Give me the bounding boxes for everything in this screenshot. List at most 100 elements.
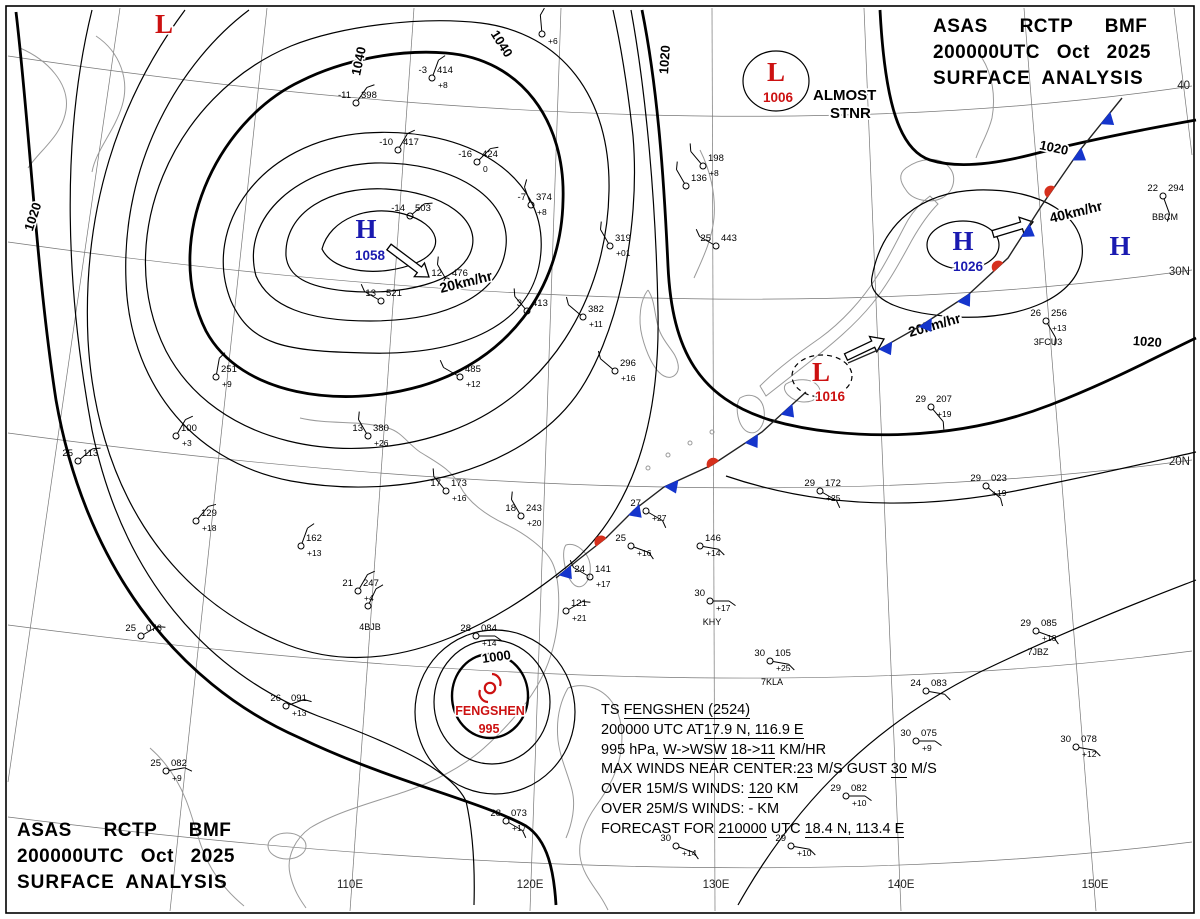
parallel-0n	[7, 816, 1193, 869]
station-pressure: 198	[708, 153, 724, 164]
station-pressure-tendency: +10	[797, 848, 812, 858]
pressure-center: L 1016	[810, 355, 847, 405]
station-plot: 30 075 +9	[900, 728, 942, 753]
isobar-1016-low-dashed	[791, 354, 853, 398]
typhoon-info-value: W->WSW	[663, 741, 727, 759]
station-circle	[428, 74, 436, 82]
station-plot: 29 +10	[775, 833, 816, 858]
station-temperature: -11	[338, 90, 351, 101]
cold-front-triangle	[878, 341, 893, 356]
wind-barb-fleche	[439, 360, 445, 368]
cold-front-triangle	[628, 504, 642, 518]
wind-barb-fleche	[689, 143, 692, 152]
station-plot: 25 113	[62, 447, 101, 465]
pressure-center-value: 1016	[815, 389, 846, 404]
isobar-1020-northeast	[878, 9, 1197, 166]
station-pressure-tendency: +14	[706, 548, 721, 558]
coast-taiwan	[563, 543, 591, 588]
station-pressure-tendency: +14	[482, 638, 497, 648]
station-plot: 13 380 +26	[352, 411, 389, 448]
station-temperature: 30	[660, 833, 671, 844]
wind-barb-fleche	[864, 795, 872, 802]
station-circle	[352, 99, 360, 107]
station-pressure: 113	[83, 448, 98, 459]
station-pressure: 374	[536, 192, 552, 203]
station-plot: 29 023 +19	[970, 473, 1007, 507]
typhoon-info-line: OVER 15M/S WINDS: 120 KM	[601, 780, 937, 800]
wind-barb-shaft	[301, 527, 308, 544]
station-temperature: 29	[830, 783, 841, 794]
wind-barb-fleche	[490, 146, 499, 150]
tropical-storm-icon-arm	[491, 672, 502, 687]
warm-front-semicircle	[594, 535, 607, 547]
station-circle	[364, 602, 372, 610]
coast-korea	[639, 289, 679, 378]
wind-barb-fleche	[1166, 213, 1170, 222]
station-temperature: 12	[431, 268, 442, 279]
station-temperature: -7	[518, 192, 526, 203]
station-temperature: -16	[458, 149, 472, 160]
station-plot: 24 141 +17	[569, 560, 611, 589]
coast-ryukyu-1	[645, 465, 651, 471]
coast-indochina	[149, 747, 245, 907]
annotation-text: 20km/hr	[906, 310, 963, 340]
wind-barb-shaft	[932, 408, 944, 422]
station-pressure: 084	[481, 623, 497, 634]
chart-id-line1: ASAS RCTP BMF	[17, 820, 232, 841]
station-circle	[354, 587, 362, 595]
tropical-storm-icon-arm	[478, 689, 489, 704]
typhoon-info-line: 200000 UTC AT17.9 N, 116.9 E	[601, 721, 937, 741]
parallel-40n	[7, 55, 1193, 117]
station-pressure: 082	[851, 783, 867, 794]
station-pressure: 398	[361, 90, 377, 101]
wind-barb-fleche	[375, 584, 384, 590]
station-plot: 12 476	[431, 256, 468, 285]
wind-barb-shaft	[793, 846, 810, 850]
warm-front-semicircle	[991, 260, 1004, 272]
station-pressure-tendency: +9	[222, 379, 232, 389]
station-pressure: 443	[721, 233, 737, 244]
station-pressure-tendency: +8	[537, 207, 547, 217]
wind-barb-fleche	[513, 288, 516, 297]
dynamic-symbols-layer: 110E 120E 130E 140E 150E 40 30N 20N 1040 1040 1020…	[20, 7, 1190, 891]
station-pressure-tendency: +25	[826, 493, 841, 503]
isobars	[14, 9, 1197, 906]
station-pressure: 100	[181, 423, 197, 434]
station-circle	[982, 482, 990, 490]
longitude-label: 120E	[517, 879, 544, 891]
station-plot: 29 207 +19	[915, 394, 952, 430]
wind-barb-fleche	[438, 55, 446, 61]
coast-sakhalin	[975, 57, 995, 159]
station-pressure: 247	[363, 578, 379, 589]
station-circle	[172, 432, 180, 440]
station-circle	[611, 367, 619, 375]
station-pressure: 207	[936, 394, 952, 405]
station-circle	[922, 687, 930, 695]
station-temperature: 30	[1060, 734, 1071, 745]
station-circle	[394, 146, 402, 154]
station-pressure: 413	[532, 298, 548, 309]
wind-barb-fleche	[600, 221, 602, 230]
cold-front-triangle	[558, 565, 572, 580]
station-plot: 382+11	[565, 296, 604, 329]
station-pressure-tendency: +4	[364, 593, 374, 603]
wind-barb-fleche	[1000, 498, 1004, 507]
isobar-1056	[321, 210, 437, 272]
graticule	[7, 7, 1193, 912]
typhoon-info-line: 995 hPa, W->WSW 18->11 KM/HR	[601, 741, 937, 761]
typhoon-info-text: FORECAST FOR	[601, 820, 719, 837]
typhoon-name: FENGSHEN	[455, 704, 524, 718]
wind-barb-fleche	[432, 468, 435, 477]
station-plot: -7 374 +8	[518, 179, 552, 217]
station-pressure: 162	[306, 533, 322, 544]
station-temperature: 24	[910, 678, 921, 689]
typhoon-info-text: OVER 15M/S WINDS:	[601, 781, 749, 798]
wind-barb-shaft	[143, 626, 158, 635]
isobar-1028	[86, 9, 659, 659]
station-pressure-tendency: +27	[652, 513, 667, 523]
station-temperature: -10	[379, 137, 393, 148]
wind-barb-shaft	[1078, 747, 1095, 751]
wind-barb-shaft	[511, 499, 520, 514]
